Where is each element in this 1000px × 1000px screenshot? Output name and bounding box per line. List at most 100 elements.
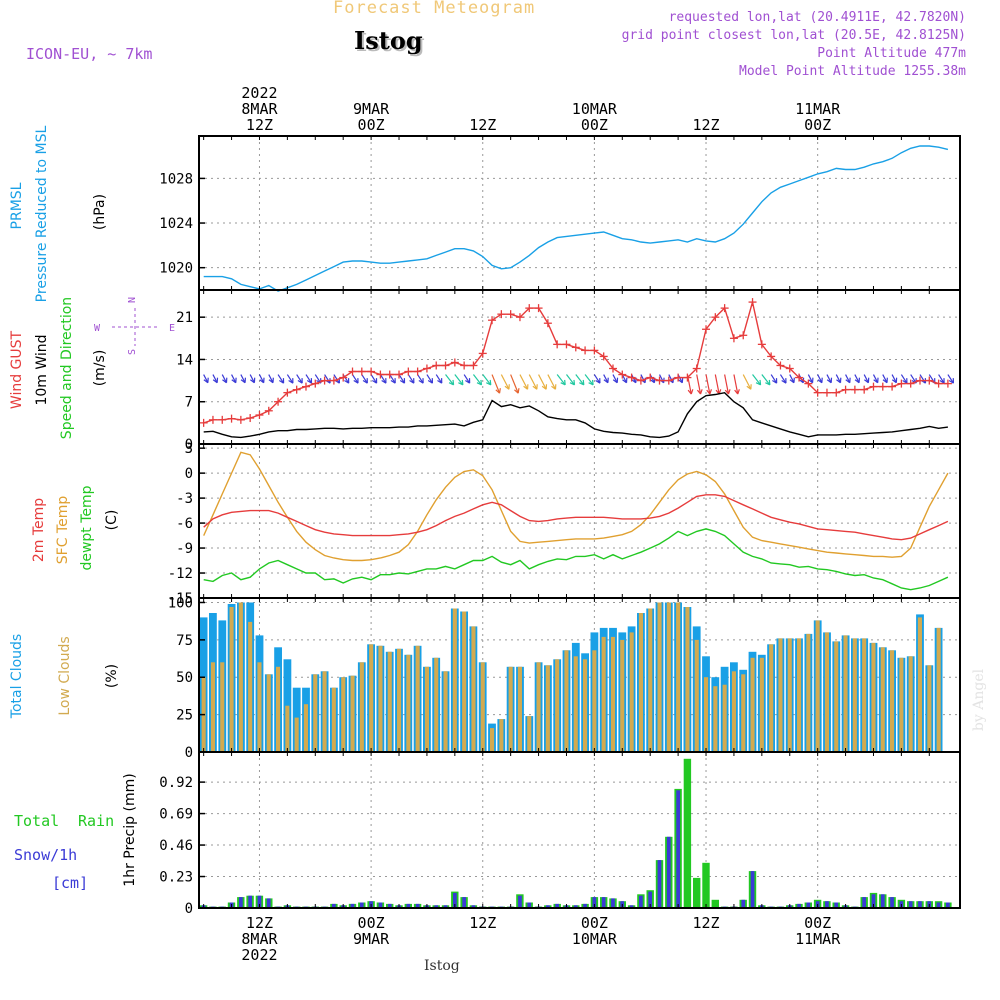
wind-gust-line-marker xyxy=(711,313,720,322)
y-tick-label: -9 xyxy=(176,541,193,557)
low-cloud-bar xyxy=(815,620,820,752)
temp-2m-line xyxy=(203,494,949,541)
wind-gust-line-marker xyxy=(543,319,552,328)
wind-gust-line-marker xyxy=(506,310,515,319)
wind-gust-line-marker xyxy=(357,367,366,376)
wind-direction-arrow xyxy=(882,374,888,384)
total-rain-label-1: Total xyxy=(14,812,59,830)
snow-bar xyxy=(946,902,950,908)
wind-gust-line-marker xyxy=(301,382,310,391)
wind-gust-line-marker xyxy=(795,373,804,382)
snow-bar xyxy=(750,871,755,908)
wind-direction-arrow xyxy=(324,374,331,384)
wind-gust-line-marker xyxy=(348,367,357,376)
dewpoint-line xyxy=(203,528,949,591)
bottom-time-label: 9MAR xyxy=(353,930,390,948)
wind-gust-line-marker xyxy=(376,370,385,379)
wind-gust-line-marker xyxy=(497,310,506,319)
low-cloud-bar xyxy=(536,662,541,752)
wind-gust-label: Wind GUST xyxy=(9,330,25,409)
wind-gust-line-marker xyxy=(292,385,301,394)
wind-gust-line xyxy=(203,301,948,424)
low-cloud-bar xyxy=(927,665,932,752)
compass-s: S xyxy=(127,349,138,355)
snow-bar xyxy=(741,899,746,908)
compass-n: N xyxy=(127,297,138,303)
wind-direction-arrow xyxy=(696,374,703,395)
wind-direction-arrow xyxy=(807,374,814,384)
snow-bar xyxy=(518,895,522,908)
wind-gust-line-marker xyxy=(432,361,441,370)
snow-bar xyxy=(239,897,243,908)
low-cloud-bar xyxy=(704,677,709,752)
wind-direction-arrow xyxy=(491,374,501,394)
wind-gust-line-marker xyxy=(367,367,376,376)
y-tick-label: 0.46 xyxy=(159,838,193,854)
wind-direction-arrow xyxy=(538,374,548,390)
wind-gust-line-marker xyxy=(478,349,487,358)
wind-direction-arrow xyxy=(947,374,955,384)
low-cloud-bar xyxy=(285,705,290,752)
low-cloud-bar xyxy=(834,641,839,752)
panel-frame-pressure xyxy=(198,135,961,291)
wind-label: 10m Wind xyxy=(34,334,50,405)
snow-bar xyxy=(415,903,420,908)
snow-bar xyxy=(908,901,913,908)
bottom-time-label: 12Z xyxy=(469,914,496,932)
y-tick-label: 0.69 xyxy=(159,807,193,823)
wind-direction-arrow xyxy=(826,374,833,384)
low-cloud-bar xyxy=(778,638,783,752)
wind-direction-arrow xyxy=(547,374,557,390)
wind-gust-line-marker xyxy=(599,352,608,361)
snow-bar xyxy=(871,894,876,908)
wind-direction-arrow xyxy=(510,374,520,394)
wind-direction-arrow xyxy=(603,374,609,384)
wind-gust-line-marker xyxy=(832,388,841,397)
low-cloud-bar xyxy=(769,644,774,752)
low-cloud-bar xyxy=(555,659,560,752)
bottom-time-label: 10MAR xyxy=(572,930,618,948)
wind-direction-arrow xyxy=(454,374,464,386)
rain-bar xyxy=(693,877,701,908)
wind-direction-arrow xyxy=(398,374,406,384)
top-time-label: 00Z xyxy=(804,116,831,134)
wind-direction-arrow xyxy=(426,374,434,384)
total-clouds-label: Total Clouds xyxy=(9,634,25,719)
low-cloud-bar xyxy=(527,716,532,752)
wind-direction-arrow xyxy=(342,374,350,384)
low-cloud-bar xyxy=(806,633,811,752)
wind-gust-line-marker xyxy=(748,298,757,307)
wind-gust-line-marker xyxy=(515,313,524,322)
temp-unit: (C) xyxy=(104,510,120,531)
low-cloud-bar xyxy=(694,639,699,752)
wind-gust-line-marker xyxy=(646,373,655,382)
bottom-time-label: 8MAR xyxy=(241,930,278,948)
snow-bar xyxy=(601,897,606,908)
snow-bar xyxy=(462,897,466,908)
wind-gust-line-marker xyxy=(274,397,283,406)
low-cloud-bar xyxy=(741,674,746,752)
snow-bar xyxy=(359,902,364,908)
low-cloud-bar xyxy=(266,674,271,752)
wind-gust-line-marker xyxy=(488,316,497,325)
low-cloud-bar xyxy=(936,627,941,752)
wind-direction-arrow xyxy=(919,374,927,384)
snow-bar xyxy=(862,897,866,908)
dewpt-label: dewpt Temp xyxy=(79,485,95,570)
low-cloud-bar xyxy=(313,674,318,752)
low-cloud-bar xyxy=(341,677,346,752)
low-cloud-bar xyxy=(731,671,736,752)
bottom-time-label: 12Z xyxy=(692,914,719,932)
wind-direction-arrow xyxy=(286,374,294,384)
footer-location: Istog xyxy=(424,958,460,974)
wind-gust-line-marker xyxy=(385,370,394,379)
low-cloud-bar xyxy=(490,728,495,752)
low-cloud-bar xyxy=(797,638,802,752)
low-cloud-bar xyxy=(499,719,504,752)
wind-direction-arrow xyxy=(835,374,842,384)
low-cloud-bar xyxy=(415,645,420,752)
pressure-unit: (hPa) xyxy=(92,194,108,230)
wind-direction-arrow xyxy=(714,374,722,395)
wind-direction-arrow xyxy=(845,374,851,384)
snow-bar xyxy=(443,905,448,908)
